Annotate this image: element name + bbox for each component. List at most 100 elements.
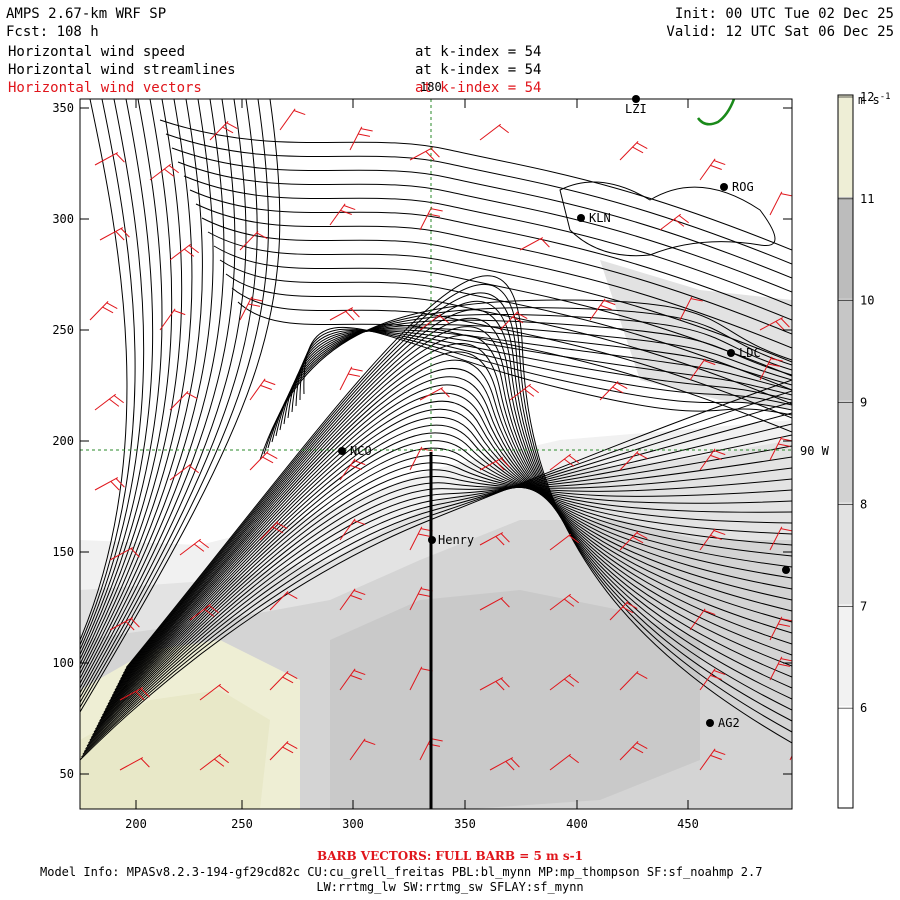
- wind-barb: [239, 296, 263, 321]
- wind-barb: [249, 378, 276, 401]
- streamline: [124, 283, 792, 733]
- meridian-label: 180: [420, 80, 442, 94]
- streamline: [103, 408, 792, 713]
- streamline: [195, 203, 792, 335]
- wind-barb: [239, 231, 268, 251]
- wind-barb: [679, 296, 703, 321]
- station-lzi: LZI: [625, 95, 647, 116]
- streamline: [279, 327, 792, 431]
- station-label: AG2: [718, 716, 740, 730]
- field-name-vectors: Horizontal wind vectors: [8, 80, 202, 96]
- wind-barb: [269, 591, 298, 611]
- wind-barb: [419, 313, 449, 331]
- streamline: [90, 467, 792, 738]
- streamline: [117, 326, 792, 685]
- y-tick-label: 100: [52, 656, 74, 670]
- streamline: [114, 342, 792, 691]
- streamline: [80, 99, 183, 670]
- wind-barb: [549, 533, 579, 551]
- streamline: [93, 462, 792, 733]
- streamline: [80, 99, 145, 650]
- field-level-speed: at k-index = 54: [415, 44, 542, 60]
- streamline: [207, 231, 792, 363]
- wind-barb: [209, 121, 238, 141]
- streamline: [102, 416, 792, 716]
- streamline: [80, 99, 269, 708]
- physics-info: LW:rrtmg_lw SW:rrtmg_sw SFLAY:sf_mynn: [316, 880, 584, 894]
- streamline: [80, 99, 128, 641]
- station-label: NCO: [350, 444, 372, 458]
- streamline: [80, 99, 173, 665]
- streamline: [275, 324, 792, 437]
- streamline: [80, 99, 193, 674]
- wind-barb: [339, 366, 363, 391]
- field-name-streamlines: Horizontal wind streamlines: [8, 62, 236, 78]
- streamline: [92, 469, 792, 736]
- streamline: [165, 133, 792, 265]
- streamline: [287, 330, 792, 419]
- streamlines-layer: [80, 99, 792, 761]
- streamline: [95, 455, 792, 730]
- station-henry: Henry: [428, 533, 474, 547]
- wind-barb: [759, 317, 790, 331]
- streamline: [104, 400, 792, 710]
- streamline: [263, 307, 792, 455]
- streamline: [171, 147, 792, 279]
- x-tick-label: 250: [231, 817, 253, 831]
- streamline: [80, 99, 136, 646]
- wind-barb: [609, 601, 638, 621]
- streamline: [189, 189, 792, 321]
- wind-barb: [479, 677, 510, 691]
- wind-barb: [109, 547, 140, 561]
- wind-barb: [94, 477, 125, 491]
- wind-barb: [619, 141, 648, 161]
- y-tick-label: 300: [52, 212, 74, 226]
- streamline: [80, 99, 214, 684]
- x-tick-label: 450: [677, 817, 699, 831]
- wind-barb: [409, 147, 440, 161]
- colorbar-tick-label: 10: [860, 294, 874, 308]
- wind-barb: [249, 451, 278, 471]
- streamline: [183, 175, 792, 307]
- streamline: [283, 329, 792, 425]
- streamline: [231, 287, 792, 419]
- init-time: Init: 00 UTC Tue 02 Dec 25: [674, 6, 894, 22]
- wind-barb: [689, 358, 716, 381]
- y-tick-label: 200: [52, 434, 74, 448]
- colorbar-segment: [838, 400, 853, 503]
- streamline: [159, 119, 792, 251]
- streamline: [97, 440, 792, 724]
- station-ldc: LDC: [727, 346, 761, 360]
- wind-barb: [549, 453, 579, 471]
- wind-barb: [699, 528, 726, 551]
- valid-time: Valid: 12 UTC Sat 06 Dec 25: [666, 24, 894, 40]
- streamline: [267, 314, 792, 449]
- wind-barb: [769, 526, 792, 551]
- x-tick-label: 200: [125, 817, 147, 831]
- station-unnamed: [782, 566, 790, 574]
- streamline: [177, 161, 792, 293]
- wind-barb: [549, 593, 579, 611]
- streamline: [107, 384, 792, 705]
- streamline: [106, 392, 792, 708]
- station-nco: NCO: [338, 444, 372, 458]
- y-tick-label: 350: [52, 101, 74, 115]
- streamline: [123, 292, 792, 722]
- streamline: [80, 99, 203, 679]
- wind-barb: [169, 243, 199, 261]
- streamline: [299, 328, 792, 411]
- wind-barb: [329, 307, 360, 321]
- streamline: [213, 245, 792, 377]
- colorbar-tick-label: 12: [860, 90, 874, 104]
- y-tick-label: 50: [60, 767, 74, 781]
- wind-barb: [119, 687, 150, 701]
- wind-vector-layer: [89, 108, 792, 771]
- streamline: [110, 368, 792, 699]
- station-label: LDC: [739, 346, 761, 360]
- wind-barb: [759, 356, 783, 381]
- colorbar-tick-label: 8: [860, 497, 867, 511]
- wind-barb: [339, 588, 366, 611]
- streamline: [113, 351, 792, 694]
- wind-barb: [149, 163, 179, 181]
- field-level-vectors: at k-index = 54: [415, 80, 542, 96]
